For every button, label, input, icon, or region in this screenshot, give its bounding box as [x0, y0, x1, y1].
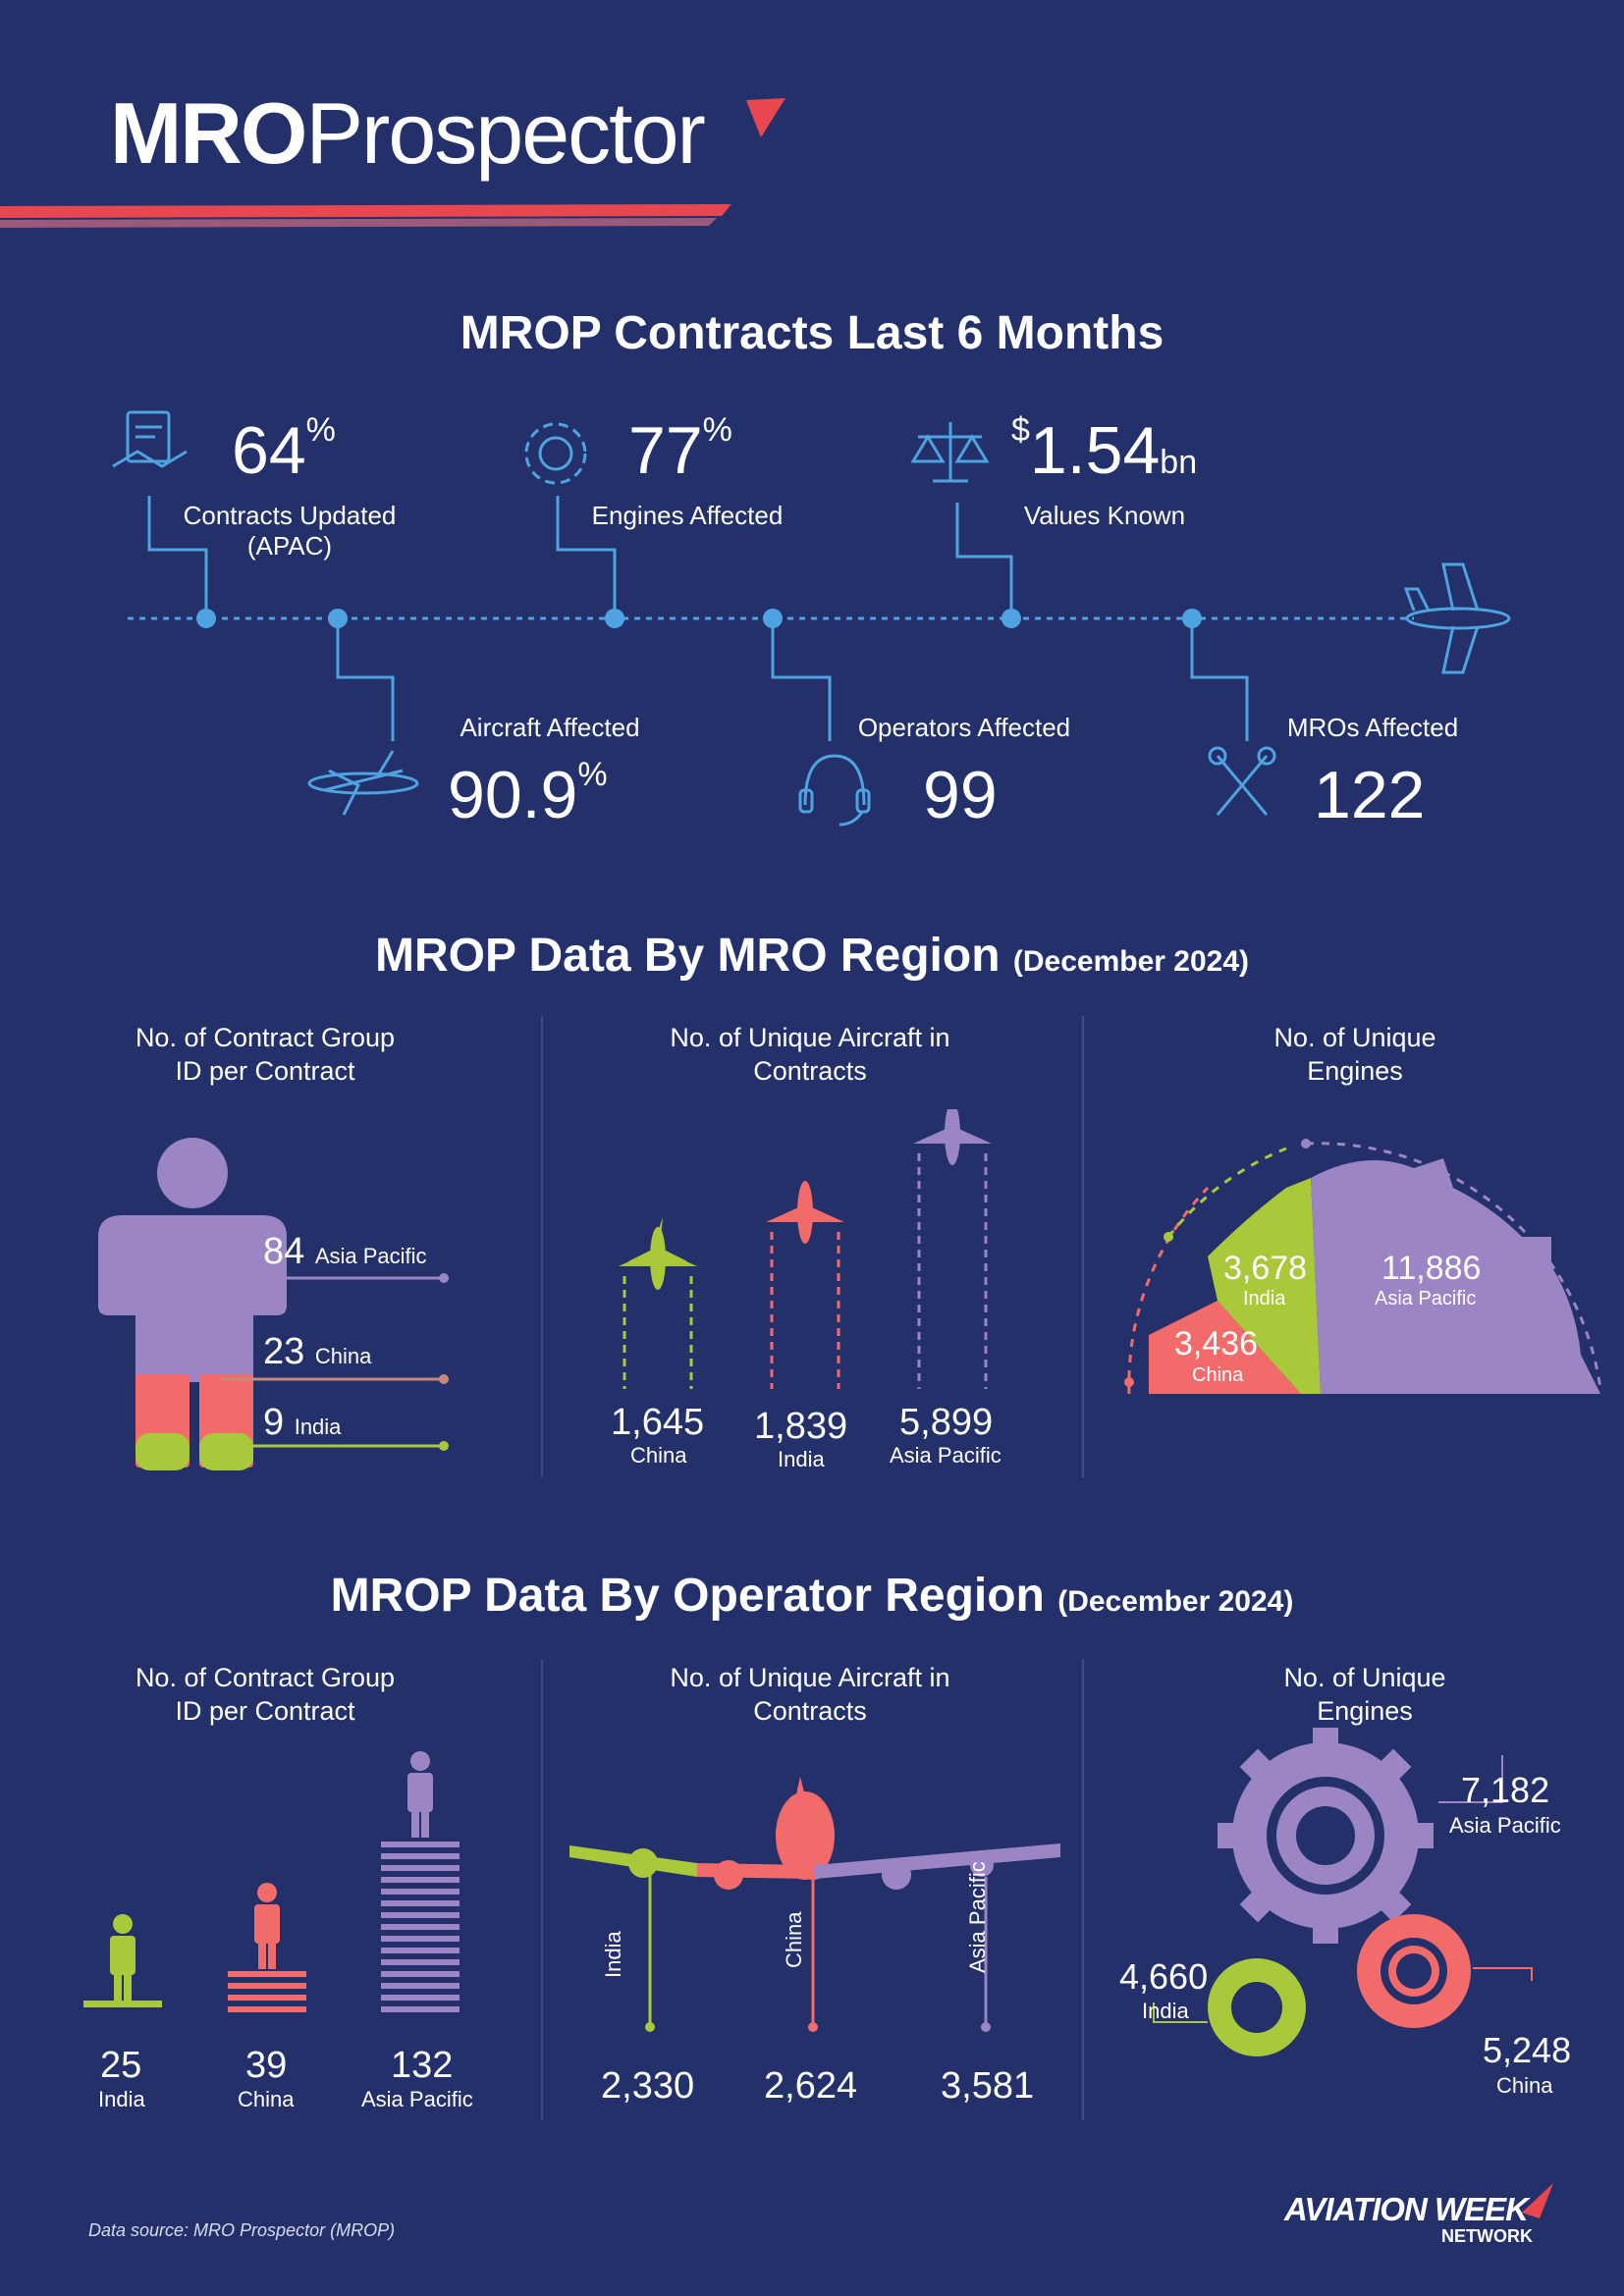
- op-col3-title: No. of Unique Engines: [1283, 1663, 1446, 1726]
- person-chart: [98, 1138, 449, 1470]
- divider: [541, 1659, 543, 2120]
- op-col3-value: 5,248: [1483, 2030, 1572, 2070]
- headset-icon: [798, 754, 871, 827]
- mro-col1-value: 84 Asia Pacific: [263, 1231, 427, 1272]
- aircraft-chart: [619, 1109, 992, 1389]
- wing-asia-pacific: [815, 1843, 1060, 1879]
- op-col3-value: 4,660: [1119, 1956, 1209, 1997]
- person-head: [157, 1138, 228, 1208]
- op-col1-region: Asia Pacific: [361, 2087, 473, 2111]
- mro-region-title: MROP Data By MRO Region (December 2024): [375, 930, 1249, 982]
- op-col2-value: 3,581: [941, 2065, 1035, 2107]
- plane-end-icon: [1403, 562, 1511, 674]
- stat-operators-affected: 99: [923, 758, 998, 832]
- op-col2-value: 2,624: [764, 2065, 858, 2107]
- fuselage: [776, 1791, 835, 1880]
- slice-india: [1208, 1178, 1321, 1394]
- gear-icon: [524, 422, 587, 485]
- mro-col2-value: 1,839: [754, 1406, 848, 1447]
- contracts-title: MROP Contracts Last 6 Months: [460, 307, 1164, 359]
- logo-light: Prospector: [305, 84, 706, 182]
- stat-engines-affected-label: Engines Affected: [591, 501, 784, 530]
- bar-china: [228, 1883, 306, 2012]
- divider: [1082, 1016, 1084, 1477]
- op-col2-region: Asia Pacific: [965, 1861, 990, 1973]
- logo-bold: MRO: [110, 84, 307, 182]
- stat-contracts-updated-label: Contracts Updated (APAC): [183, 501, 397, 561]
- op-col2-region: China: [782, 1911, 806, 1968]
- op-col3-region: India: [1142, 1999, 1189, 2023]
- tools-icon: [1208, 746, 1276, 816]
- op-col1-region: India: [98, 2087, 145, 2111]
- gears-chart: [1153, 1728, 1533, 2056]
- mro-col2-region: Asia Pacific: [890, 1443, 1001, 1468]
- divider: [541, 1016, 543, 1477]
- op-col2-title: No. of Unique Aircraft in Contracts: [670, 1663, 950, 1726]
- aircraft-front-chart: [569, 1777, 1060, 2032]
- mro-col1-value: 23 China: [263, 1331, 372, 1372]
- timeline: [112, 410, 1511, 827]
- divider: [1082, 1659, 1084, 2120]
- stat-aircraft-affected: 90.9%: [448, 756, 608, 832]
- mro-col2-region: India: [778, 1447, 825, 1471]
- mro-col1-title: No. of Contract Group ID per Contract: [135, 1023, 396, 1086]
- mro-col2-title: No. of Unique Aircraft in Contracts: [670, 1023, 950, 1086]
- person-torso: [135, 1276, 253, 1382]
- stat-mros-affected-label: MROs Affected: [1286, 713, 1459, 742]
- stat-operators-affected-label: Operators Affected: [857, 713, 1071, 742]
- stat-engines-affected: 77%: [628, 411, 732, 488]
- aviation-week-network: NETWORK: [1441, 2226, 1533, 2246]
- contract-stack-chart: [83, 1751, 460, 2012]
- mro-col2-value: 5,899: [899, 1402, 994, 1443]
- op-col3-region: China: [1496, 2073, 1553, 2098]
- op-col1-value: 25: [100, 2045, 142, 2086]
- mro-col3-region: Asia Pacific: [1375, 1288, 1477, 1309]
- mro-col3-value: 3,678: [1223, 1250, 1308, 1287]
- slice-asia-pacific: [1311, 1158, 1600, 1394]
- mro-col3-region: China: [1192, 1364, 1244, 1386]
- stat-contracts-updated: 64%: [232, 411, 336, 488]
- scales-icon: [910, 422, 990, 483]
- logo-swoosh: [0, 98, 785, 228]
- operator-region-title: MROP Data By Operator Region (December 2…: [330, 1570, 1294, 1622]
- mro-col1-value: 9 India: [263, 1402, 342, 1443]
- mro-col2-region: China: [630, 1443, 687, 1468]
- engines-chart: [1124, 1139, 1602, 1395]
- op-col1-value: 132: [391, 2045, 454, 2086]
- logo: MROProspector: [110, 90, 706, 177]
- op-col2-value: 2,330: [601, 2065, 695, 2107]
- aviation-week-logo: AVIATION WEEK: [1284, 2191, 1529, 2227]
- gear-india: [1208, 1958, 1306, 2056]
- bar-india: [83, 1914, 162, 2007]
- op-col2-region: India: [601, 1931, 625, 1978]
- mro-col3-region: India: [1243, 1288, 1286, 1309]
- aviation-week-arrow-icon: [1522, 2183, 1553, 2218]
- op-col3-region: Asia Pacific: [1449, 1813, 1561, 1838]
- airplane-icon: [307, 750, 419, 816]
- bar-india: [135, 1433, 189, 1470]
- op-col3-value: 7,182: [1461, 1770, 1550, 1810]
- op-col1-region: China: [238, 2087, 295, 2111]
- slice-china: [1149, 1301, 1301, 1394]
- mro-col3-title: No. of Unique Engines: [1273, 1023, 1436, 1086]
- handshake-icon: [112, 410, 188, 468]
- op-col1-value: 39: [245, 2045, 288, 2086]
- bar-asia-pacific: [381, 1751, 460, 2012]
- stat-aircraft-affected-label: Aircraft Affected: [460, 713, 640, 742]
- data-source: Data source: MRO Prospector (MROP): [88, 2220, 396, 2240]
- op-col1-title: No. of Contract Group ID per Contract: [135, 1663, 396, 1726]
- stat-values-known-label: Values Known: [1023, 501, 1186, 530]
- logo-arrow-icon: [746, 98, 785, 137]
- gear-china: [1357, 1914, 1471, 2028]
- bar-india: [766, 1181, 844, 1389]
- mro-col2-value: 1,645: [611, 1402, 705, 1443]
- mro-col3-value: 3,436: [1174, 1325, 1259, 1362]
- stat-values-known: $1.54bn: [1011, 411, 1198, 488]
- bar-asia-pacific: [913, 1109, 992, 1389]
- mro-col3-value: 11,886: [1381, 1250, 1482, 1287]
- bar-china: [619, 1217, 697, 1389]
- gear-asia-pacific: [1218, 1728, 1434, 1944]
- stat-mros-affected: 122: [1314, 758, 1426, 832]
